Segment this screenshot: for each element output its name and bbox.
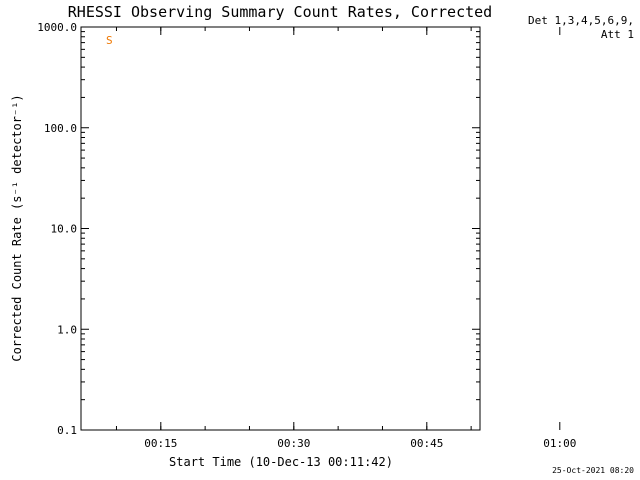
x-tick-label: 00:45 bbox=[410, 437, 443, 450]
y-tick-label: 1.0 bbox=[57, 323, 77, 336]
legend: Det 1,3,4,5,6,9, Att 1 bbox=[478, 14, 638, 41]
y-tick-label: 1000.0 bbox=[37, 21, 77, 34]
legend-header: Det 1,3,4,5,6,9, bbox=[528, 14, 634, 27]
y-axis-label: Corrected Count Rate (s⁻¹ detector⁻¹) bbox=[10, 94, 24, 361]
y-axis: 0.1 1.0 10.0 100.0 1000.0 bbox=[37, 21, 480, 437]
y-tick-label: 100.0 bbox=[44, 122, 77, 135]
x-axis-label: Start Time (10-Dec-13 00:11:42) bbox=[169, 455, 393, 469]
saa-annotation: S bbox=[106, 34, 113, 47]
x-tick-label: 01:00 bbox=[543, 437, 576, 450]
x-tick-label: 00:15 bbox=[144, 437, 177, 450]
x-tick-label: 00:30 bbox=[277, 437, 310, 450]
y-tick-label: 10.0 bbox=[51, 223, 78, 236]
chart-title: RHESSI Observing Summary Count Rates, Co… bbox=[68, 3, 492, 21]
y-tick-label: 0.1 bbox=[57, 424, 77, 437]
legend-header-attenuator: Att 1 bbox=[600, 27, 634, 41]
generation-timestamp: 25-Oct-2021 08:20 bbox=[552, 466, 634, 475]
plot-frame bbox=[80, 26, 481, 431]
